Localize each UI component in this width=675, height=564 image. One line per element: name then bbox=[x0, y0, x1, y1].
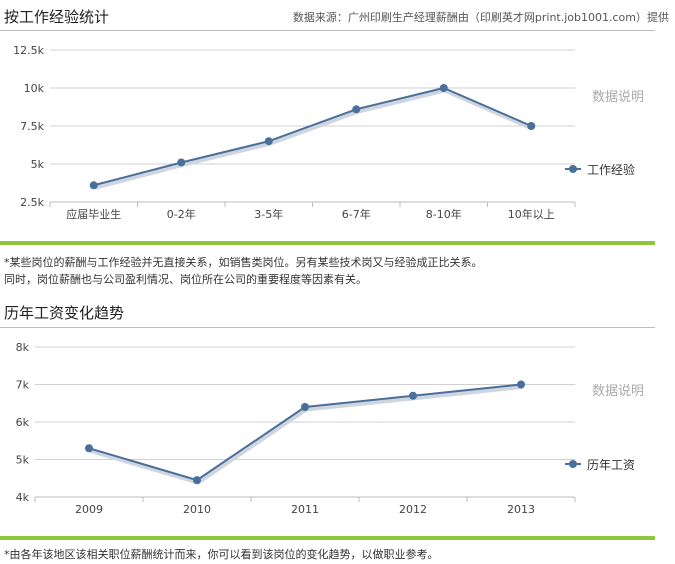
data-description-label: 数据说明 bbox=[592, 90, 644, 105]
data-point bbox=[352, 105, 361, 114]
legend-marker bbox=[569, 460, 577, 468]
data-source-note: 数据来源：广州印刷生产经理薪酬由（印刷英才网print.job1001.com）… bbox=[292, 11, 669, 24]
legend-label: 历年工资 bbox=[587, 458, 635, 472]
green-divider bbox=[0, 241, 655, 245]
x-tick-label: 0-2年 bbox=[167, 207, 196, 221]
title-divider bbox=[0, 30, 655, 31]
note-line: *某些岗位的薪酬与工作经验并无直接关系，如销售类岗位。另有某些技术岗又与经验成正… bbox=[4, 256, 483, 269]
data-point bbox=[85, 444, 93, 453]
y-tick-label: 6k bbox=[16, 416, 30, 429]
y-tick-label: 5k bbox=[16, 454, 30, 467]
data-point bbox=[409, 391, 417, 400]
data-point bbox=[193, 476, 201, 485]
experience-note: *某些岗位的薪酬与工作经验并无直接关系，如销售类岗位。另有某些技术岗又与经验成正… bbox=[4, 254, 483, 288]
x-tick-label: 2009 bbox=[75, 503, 103, 516]
y-tick-label: 7k bbox=[16, 379, 30, 392]
note-line: *由各年该地区该相关职位薪酬统计而来，你可以看到该岗位的变化趋势，以做职业参考。 bbox=[4, 548, 439, 561]
yearly-trend-line-chart: 4k 5k 6k 7k 8k 2009 2010 2011 2012 2013 历年工资 数据说明 bbox=[16, 341, 644, 516]
data-point bbox=[527, 122, 536, 130]
data-point bbox=[264, 137, 273, 146]
legend-marker bbox=[569, 165, 577, 173]
data-point bbox=[177, 158, 186, 167]
data-point bbox=[89, 181, 98, 190]
series-line-shadow bbox=[94, 87, 534, 190]
data-description-label: 数据说明 bbox=[592, 384, 644, 399]
y-tick-label: 10k bbox=[24, 82, 45, 95]
x-tick-label: 10年以上 bbox=[508, 207, 555, 221]
x-tick-label: 应届毕业生 bbox=[66, 207, 121, 221]
x-tick-label: 2013 bbox=[507, 503, 535, 516]
y-tick-label: 8k bbox=[16, 341, 30, 354]
series-line bbox=[93, 87, 532, 187]
y-tick-label: 4k bbox=[16, 491, 30, 504]
trend-note: *由各年该地区该相关职位薪酬统计而来，你可以看到该岗位的变化趋势，以做职业参考。 bbox=[4, 546, 439, 563]
x-tick-label: 2012 bbox=[399, 503, 427, 516]
legend-label: 工作经验 bbox=[587, 162, 635, 177]
data-point bbox=[439, 84, 448, 92]
x-tick-label: 8-10年 bbox=[426, 207, 462, 221]
note-line: 同时，岗位薪酬也与公司盈利情况、岗位所在公司的重要程度等因素有关。 bbox=[4, 273, 367, 286]
experience-line-chart: 2.5k 5k 7.5k 10k 12.5k 应届毕业生 0-2年 3-5年 6-7年 8-10年… bbox=[13, 44, 644, 221]
x-tick-label: 2011 bbox=[291, 503, 319, 516]
section-title-trend: 历年工资变化趋势 bbox=[4, 304, 125, 322]
x-tick-label: 3-5年 bbox=[254, 207, 283, 221]
data-point bbox=[301, 403, 309, 411]
x-tick-label: 6-7年 bbox=[342, 207, 371, 221]
series-line bbox=[88, 383, 522, 482]
y-tick-label: 5k bbox=[31, 158, 45, 171]
y-tick-label: 7.5k bbox=[20, 120, 44, 133]
data-point bbox=[517, 380, 525, 389]
y-tick-label: 2.5k bbox=[20, 196, 44, 209]
title-divider bbox=[0, 327, 655, 328]
section-title-experience: 按工作经验统计 bbox=[4, 8, 110, 26]
y-tick-label: 12.5k bbox=[13, 44, 44, 57]
green-divider bbox=[0, 536, 655, 540]
x-tick-label: 2010 bbox=[183, 503, 211, 516]
